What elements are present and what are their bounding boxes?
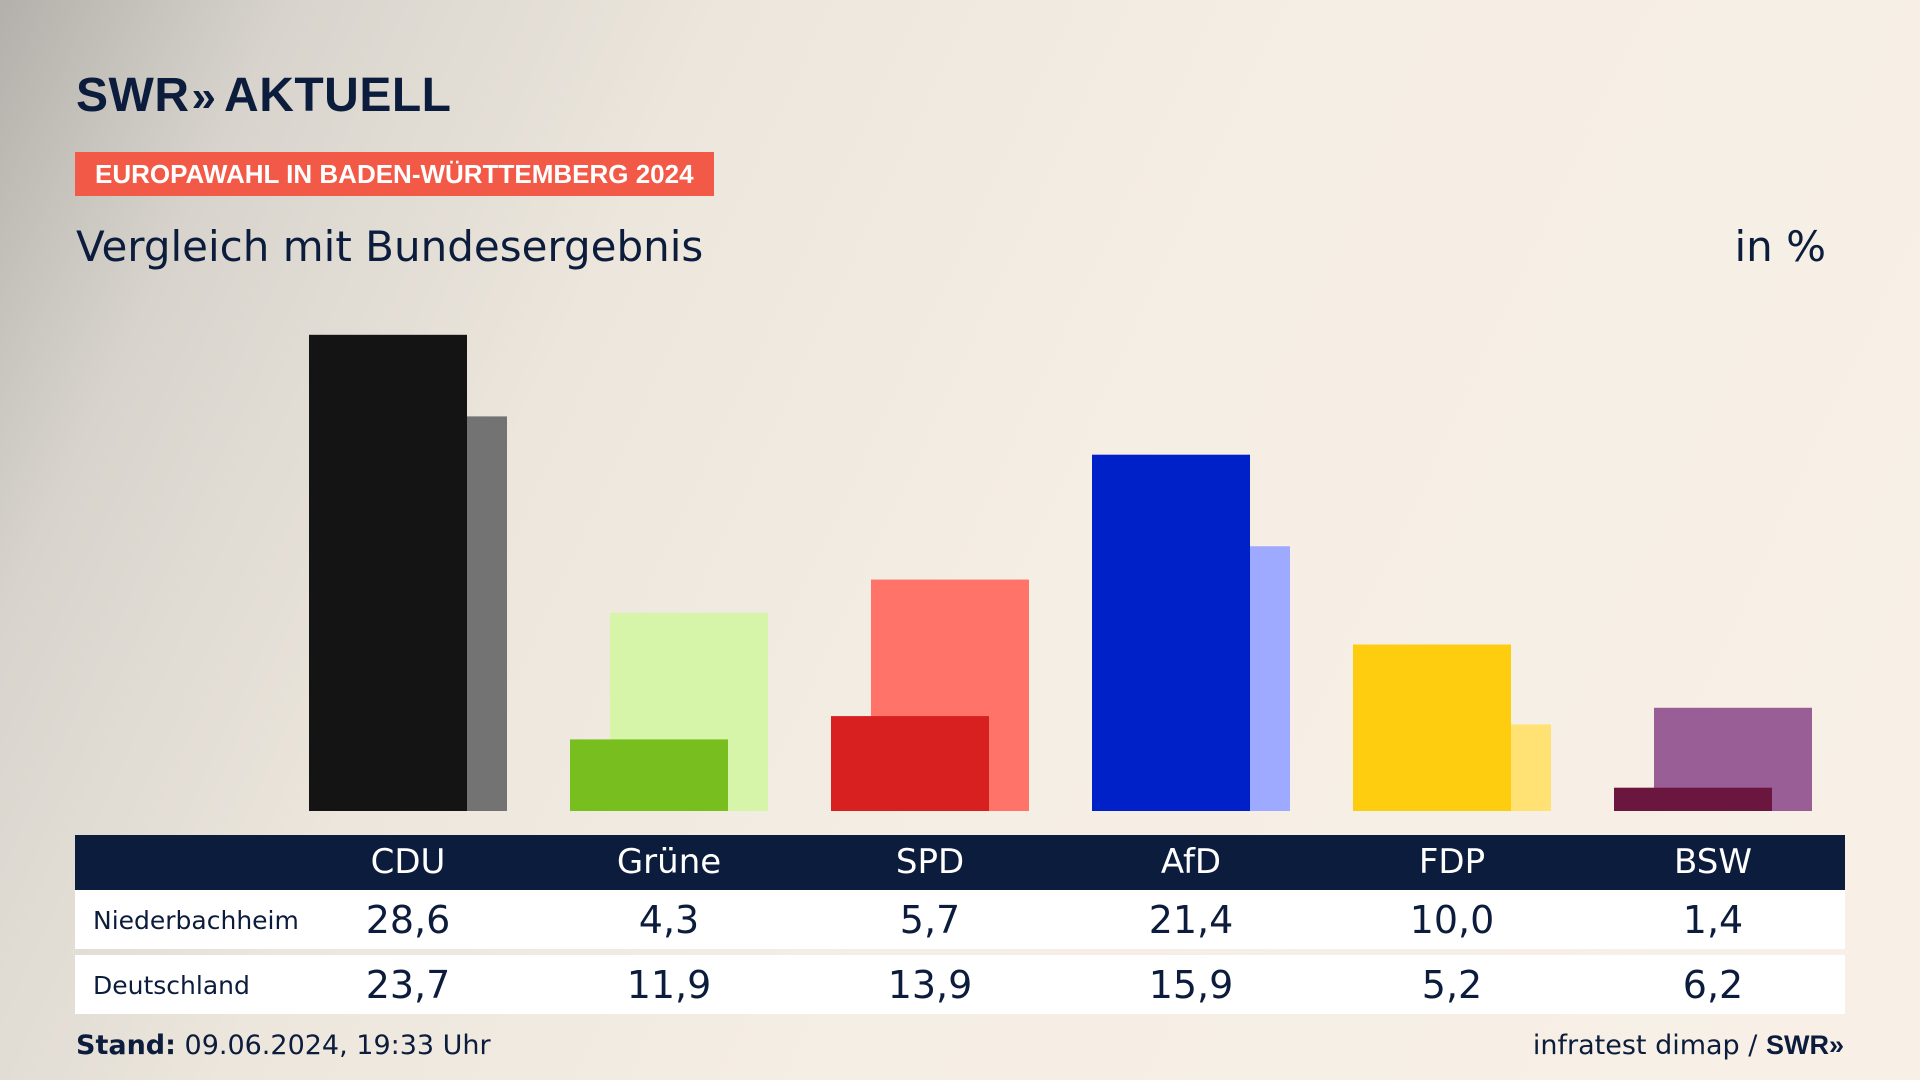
bar-local-cdu [309,334,467,811]
bar-local-bsw [1614,787,1772,811]
chart-subtitle: Vergleich mit Bundesergebnis [76,222,704,271]
value-national-grne: 11,9 [626,963,712,1007]
bar-chart [309,334,1812,811]
party-label-grne: Grüne [616,842,722,882]
value-local-cdu: 28,6 [365,898,451,942]
value-local-spd: 5,7 [899,898,961,942]
footer-timestamp: Stand: 09.06.2024, 19:33 Uhr [76,1030,491,1061]
bar-local-grne [570,739,728,811]
table-row: Deutschland 23,7 11,9 13,9 15,9 5,2 6,2 [75,955,1845,1014]
party-label-cdu: CDU [370,842,446,882]
value-national-spd: 13,9 [887,963,973,1007]
party-label-spd: SPD [895,842,965,882]
value-national-cdu: 23,7 [365,963,451,1007]
value-national-fdp: 5,2 [1421,963,1483,1007]
bar-local-spd [831,716,989,811]
value-local-grne: 4,3 [638,898,700,942]
unit-label: in % [1734,222,1826,271]
source-text: infratest dimap / [1532,1030,1758,1061]
stand-value: 09.06.2024, 19:33 Uhr [184,1030,491,1061]
value-national-afd: 15,9 [1148,963,1234,1007]
footer-source: infratest dimap / SWR» [1533,1030,1844,1061]
results-table: CDU Grüne SPD AfD FDP BSW Niederbachheim 28,6… [75,835,1845,1014]
value-local-afd: 21,4 [1148,898,1234,942]
party-label-bsw: BSW [1674,842,1752,882]
logo-chevron-icon: » [191,72,216,121]
logo-swr-text: SWR [76,69,190,122]
bar-local-fdp [1353,644,1511,811]
value-local-bsw: 1,4 [1682,898,1744,942]
stand-label: Stand: [76,1030,176,1061]
value-local-fdp: 10,0 [1409,898,1495,942]
swr-aktuell-logo: SWR» AKTUELL [76,68,452,123]
party-label-afd: AfD [1160,842,1222,882]
swr-brand-icon: SWR» [1765,1030,1844,1060]
value-national-bsw: 6,2 [1682,963,1744,1007]
table-header-row: CDU Grüne SPD AfD FDP BSW [75,835,1845,890]
election-badge: EUROPAWAHL IN BADEN-WÜRTTEMBERG 2024 [75,152,714,196]
row-label-national: Deutschland [93,971,250,1000]
row-label-local: Niederbachheim [93,906,299,935]
logo-aktuell-text: AKTUELL [224,69,452,122]
table-row: Niederbachheim 28,6 4,3 5,7 21,4 10,0 1,4 [75,890,1845,949]
party-label-fdp: FDP [1418,842,1486,882]
bar-local-afd [1092,454,1250,811]
